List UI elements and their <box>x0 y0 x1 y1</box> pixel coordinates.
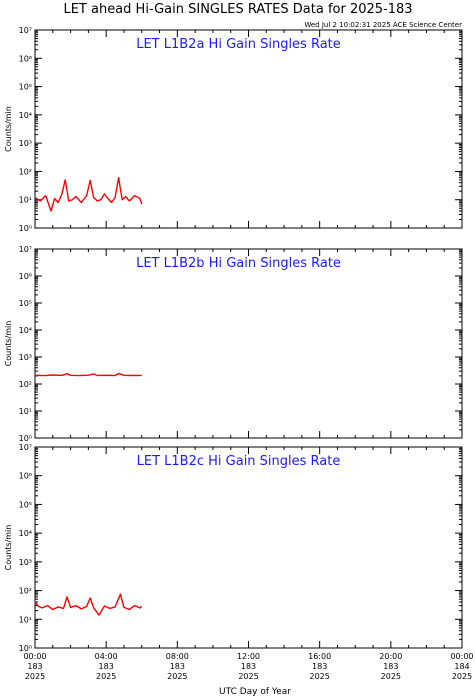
y-tick-label: 10⁷ <box>19 443 32 452</box>
x-tick-text: 20:00 <box>379 652 402 661</box>
y-tick-label: 10⁶ <box>19 472 32 481</box>
y-tick-label: 10⁰ <box>19 224 32 233</box>
y-axis-label: Counts/min <box>4 525 13 571</box>
x-tick-text: 12:00 <box>237 652 260 661</box>
x-tick-text: 2025 <box>452 672 472 681</box>
x-tick-text: 2025 <box>238 672 258 681</box>
panel-title: LET L1B2b Hi Gain Singles Rate <box>136 256 341 271</box>
chart-panel-2: LET L1B2b Hi Gain Singles Rate Counts/min… <box>4 245 463 443</box>
x-tick-text: 2025 <box>309 672 329 681</box>
y-tick-label: 10⁴ <box>19 529 32 538</box>
y-tick-label: 10⁰ <box>19 434 32 443</box>
y-tick-label: 10⁰ <box>19 644 32 653</box>
series-line <box>34 176 143 212</box>
x-tick-text: 183 <box>27 662 42 671</box>
y-tick-label: 10⁷ <box>19 26 32 35</box>
x-tick-text: 00:00 <box>450 652 473 661</box>
x-tick-text: 04:00 <box>95 652 118 661</box>
y-tick-label: 10¹ <box>19 615 32 624</box>
chart-panel-1: LET L1B2a Hi Gain Singles Rate Counts/min… <box>4 26 463 233</box>
y-axis-label: Counts/min <box>4 106 13 152</box>
y-tick-label: 10⁷ <box>19 245 32 254</box>
x-tick-text: 2025 <box>381 672 401 681</box>
timestamp-label: Wed Jul 2 10:02:31 2025 ACE Science Cent… <box>304 21 462 29</box>
plot-frame <box>34 29 463 229</box>
y-tick-label: 10¹ <box>19 407 32 416</box>
chart-main-title: LET ahead Hi-Gain SINGLES RATES Data for… <box>63 2 412 17</box>
x-tick-text: 00:00 <box>23 652 46 661</box>
panel-title: LET L1B2a Hi Gain Singles Rate <box>136 37 341 52</box>
y-tick-label: 10¹ <box>19 196 32 205</box>
x-tick-text: 2025 <box>25 672 45 681</box>
x-tick-text: 183 <box>383 662 398 671</box>
x-axis-label: UTC Day of Year <box>219 687 291 697</box>
plot-frame <box>34 248 463 439</box>
x-tick-text: 2025 <box>96 672 116 681</box>
y-tick-label: 10⁵ <box>19 500 32 509</box>
y-tick-label: 10³ <box>19 558 32 567</box>
y-tick-label: 10² <box>19 587 32 596</box>
y-axis-label: Counts/min <box>4 321 13 367</box>
panels-group: LET L1B2a Hi Gain Singles Rate Counts/min… <box>4 26 463 653</box>
x-tick-text: 2025 <box>167 672 187 681</box>
x-tick-text: 16:00 <box>308 652 331 661</box>
series-line <box>34 372 142 377</box>
x-tick-text: 183 <box>312 662 327 671</box>
y-tick-label: 10⁶ <box>19 272 32 281</box>
y-tick-label: 10³ <box>19 139 32 148</box>
y-tick-label: 10⁵ <box>19 83 32 92</box>
y-tick-label: 10³ <box>19 353 32 362</box>
x-tick-text: 184 <box>454 662 469 671</box>
y-tick-label: 10² <box>19 167 32 176</box>
y-tick-label: 10⁶ <box>19 54 32 63</box>
y-tick-label: 10⁵ <box>19 299 32 308</box>
panel-title: LET L1B2c Hi Gain Singles Rate <box>137 454 341 469</box>
y-tick-label: 10⁴ <box>19 111 32 120</box>
y-tick-label: 10² <box>19 380 32 389</box>
chart-panel-3: LET L1B2c Hi Gain Singles Rate Counts/min… <box>4 443 463 653</box>
x-tick-text: 08:00 <box>166 652 189 661</box>
plot-frame <box>34 446 463 649</box>
series-line <box>34 593 143 616</box>
x-tick-text: 183 <box>170 662 185 671</box>
y-tick-label: 10⁴ <box>19 326 32 335</box>
x-axis: 00:00183202504:00183202508:00183202512:0… <box>23 652 473 681</box>
x-tick-text: 183 <box>99 662 114 671</box>
x-tick-text: 183 <box>241 662 256 671</box>
